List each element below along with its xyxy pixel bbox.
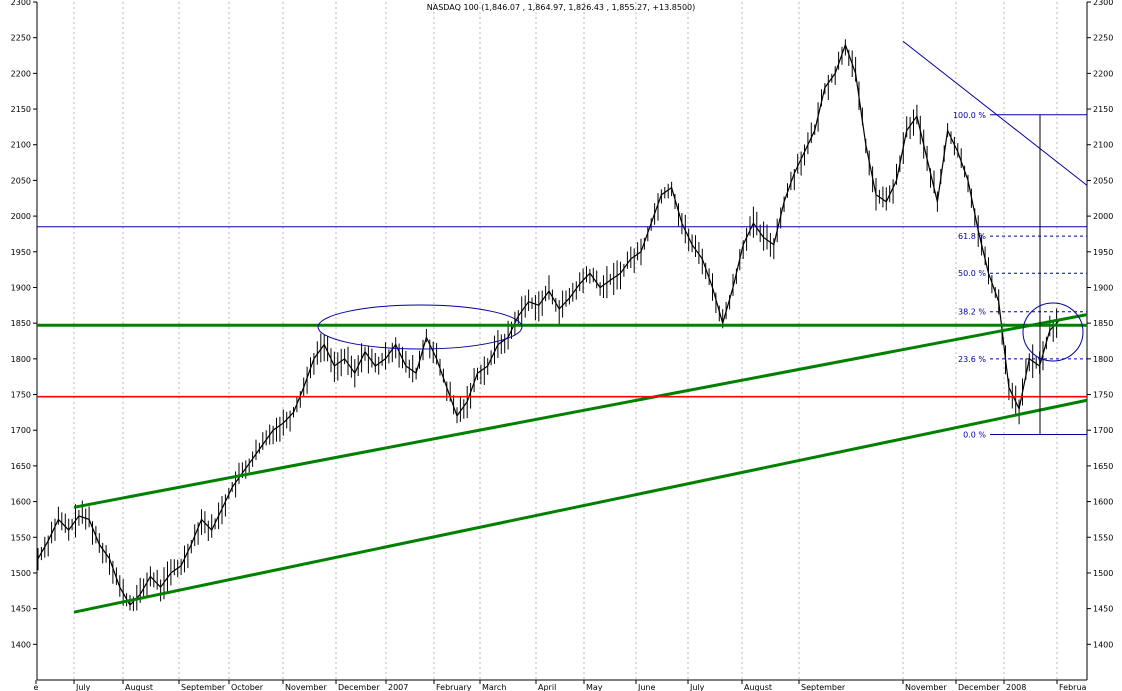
- y-tick-label-left: 1450: [11, 605, 31, 614]
- y-tick-label-left: 1900: [11, 283, 31, 292]
- fib-level-label: 0.0 %: [963, 430, 986, 439]
- y-tick-label-left: 1550: [11, 533, 31, 542]
- y-tick-label-left: 2200: [11, 69, 31, 78]
- y-tick-label-right: 2050: [1093, 176, 1113, 185]
- axis-layer: 1400 1400 1450 1450 1500 1500 1550 1550 1600 1600…: [11, 0, 1114, 691]
- y-tick-label-left: 1800: [11, 355, 31, 364]
- y-tick-label-left: 2100: [11, 141, 31, 150]
- y-tick-label-right: 2100: [1093, 141, 1113, 150]
- x-tick-label: July: [75, 683, 91, 691]
- fib-level-label: 38.2 %: [958, 308, 986, 317]
- trend-line: [73, 313, 1088, 509]
- y-tick-label-right: 1700: [1093, 426, 1113, 435]
- trend-line: [73, 398, 1088, 614]
- x-tick-label: February: [436, 683, 472, 691]
- chart-title: NASDAQ 100 (1,846.07 , 1,864.97, 1,826.4…: [427, 3, 696, 12]
- y-tick-label-left: 2000: [11, 212, 31, 221]
- fib-level-label: 100.0 %: [953, 111, 986, 120]
- y-tick-label-right: 2200: [1093, 69, 1113, 78]
- x-tick-label: September: [181, 683, 226, 691]
- x-tick-label: December: [338, 683, 380, 691]
- y-tick-label-right: 2250: [1093, 34, 1113, 43]
- y-tick-label-left: 1400: [11, 640, 31, 649]
- y-tick-label-left: 1750: [11, 391, 31, 400]
- grid-layer: [73, 2, 1058, 680]
- y-tick-label-right: 1400: [1093, 640, 1113, 649]
- y-tick-label-right: 1750: [1093, 391, 1113, 400]
- y-tick-label-right: 1900: [1093, 283, 1113, 292]
- annotation-layer: 100.0 % 61.8 % 50.0 % 38.2 % 23.6 % 0.0 %: [37, 40, 1088, 614]
- x-tick-label: e: [34, 683, 39, 691]
- x-tick-label: August: [744, 683, 772, 691]
- fib-level-label: 23.6 %: [958, 355, 986, 364]
- y-tick-label-left: 1850: [11, 319, 31, 328]
- fib-level-label: 61.8 %: [958, 232, 986, 241]
- y-tick-label-right: 1650: [1093, 462, 1113, 471]
- y-tick-label-right: 1950: [1093, 248, 1113, 257]
- x-tick-label: May: [586, 683, 603, 691]
- x-tick-label: September: [801, 683, 846, 691]
- x-tick-label: June: [637, 683, 656, 691]
- y-tick-label-left: 2050: [11, 176, 31, 185]
- x-tick-label: November: [905, 683, 947, 691]
- y-tick-label-right: 1450: [1093, 605, 1113, 614]
- trend-line: [902, 40, 1088, 186]
- x-tick-label: April: [538, 683, 556, 691]
- y-tick-label-left: 2250: [11, 34, 31, 43]
- y-tick-label-left: 1500: [11, 569, 31, 578]
- x-tick-label: November: [285, 683, 327, 691]
- y-tick-label-left: 1650: [11, 462, 31, 471]
- fib-level-label: 50.0 %: [958, 269, 986, 278]
- y-tick-label-left: 1600: [11, 498, 31, 507]
- price-close-line: [37, 43, 1061, 607]
- highlight-ellipse: [1022, 302, 1084, 362]
- y-tick-label-right: 2000: [1093, 212, 1113, 221]
- y-tick-label-left: 1950: [11, 248, 31, 257]
- y-tick-label-left: 2150: [11, 105, 31, 114]
- y-tick-label-right: 2150: [1093, 105, 1113, 114]
- y-tick-label-right: 1850: [1093, 319, 1113, 328]
- y-tick-label-right: 1500: [1093, 569, 1113, 578]
- x-tick-label: 2008: [1006, 683, 1026, 691]
- x-tick-label: March: [482, 683, 506, 691]
- y-tick-label-right: 1600: [1093, 498, 1113, 507]
- x-tick-label: July: [689, 683, 705, 691]
- y-tick-label-left: 2300: [11, 0, 31, 7]
- y-tick-label-right: 1800: [1093, 355, 1113, 364]
- y-tick-label-right: 2300: [1093, 0, 1113, 7]
- x-tick-label: 2007: [388, 683, 408, 691]
- x-tick-label: August: [125, 683, 153, 691]
- highlight-ellipse: [317, 304, 523, 350]
- x-tick-label: Februa: [1059, 683, 1087, 691]
- x-tick-label: October: [231, 683, 264, 691]
- y-tick-label-right: 1550: [1093, 533, 1113, 542]
- y-tick-label-left: 1700: [11, 426, 31, 435]
- x-tick-label: December: [958, 683, 1000, 691]
